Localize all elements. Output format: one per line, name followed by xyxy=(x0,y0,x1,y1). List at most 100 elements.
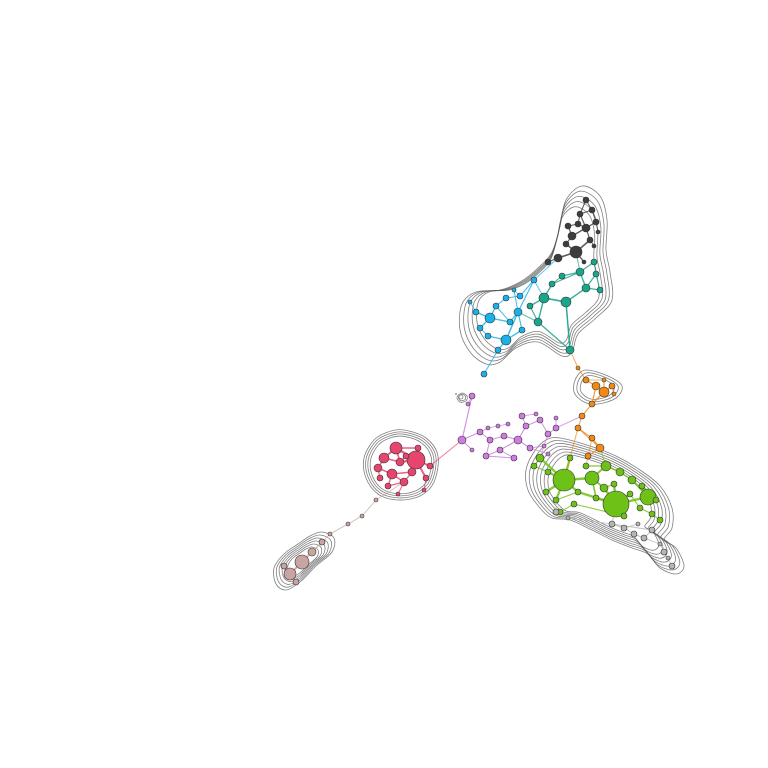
orange-node-2 xyxy=(582,376,590,384)
green-edge-12 xyxy=(555,491,579,501)
pink-red-node-14 xyxy=(402,452,410,460)
orange-node-1 xyxy=(575,365,581,371)
orange-node-12 xyxy=(601,377,607,383)
green-node-8 xyxy=(535,453,545,463)
pink-red-node-13 xyxy=(376,474,384,482)
green-node-9 xyxy=(530,462,538,470)
blue-node-7 xyxy=(484,332,492,340)
gray-dark-node-3 xyxy=(576,210,584,218)
gray-dark-node-11 xyxy=(586,236,594,244)
blue-edge-1 xyxy=(519,279,535,297)
rose-brown-edge-9 xyxy=(361,499,377,517)
teal-node-11 xyxy=(565,345,575,355)
gray-dark-node-12 xyxy=(595,229,601,235)
pink-red-node-15 xyxy=(421,487,427,493)
pink-red-node-1 xyxy=(389,441,403,455)
green-node-4 xyxy=(639,488,657,506)
purple-node-18 xyxy=(533,411,539,417)
purple-node-14 xyxy=(526,444,534,452)
purple-node-3 xyxy=(465,401,471,407)
green-node-23 xyxy=(652,496,660,504)
purple-node-4 xyxy=(476,428,484,436)
purple-node-22 xyxy=(469,447,475,453)
north-cluster-contour-4 xyxy=(471,201,604,354)
teal-node-12 xyxy=(526,302,534,310)
rose-brown-edge-8 xyxy=(347,515,363,525)
purple-node-7 xyxy=(482,452,490,460)
orange-node-10 xyxy=(595,443,605,453)
light-gray-edge-6 xyxy=(611,523,653,531)
light-gray-node-12 xyxy=(657,541,663,547)
cross-edge-9 xyxy=(429,439,463,467)
blue-node-11 xyxy=(472,308,480,316)
green-node-21 xyxy=(610,480,618,488)
teal-edge-7 xyxy=(551,271,581,285)
north-cluster-contour-3 xyxy=(467,195,607,358)
light-gray-node-1 xyxy=(552,508,560,516)
blue-node-14 xyxy=(480,370,488,378)
blue-node-3 xyxy=(502,294,510,302)
rose-brown-node-10 xyxy=(327,531,333,537)
purple-node-19 xyxy=(553,415,559,421)
orange-node-11 xyxy=(584,452,592,460)
purple-node-12 xyxy=(544,430,552,438)
green-node-24 xyxy=(542,488,550,496)
pink-red-node-2 xyxy=(406,450,426,470)
purple-node-13 xyxy=(552,424,560,432)
blue-node-13 xyxy=(494,346,502,354)
teal-node-3 xyxy=(592,270,600,278)
light-gray-node-3 xyxy=(608,520,616,528)
blue-edge-19 xyxy=(517,279,535,313)
purple-node-1 xyxy=(457,435,467,445)
orange-node-8 xyxy=(574,424,582,432)
blue-node-16 xyxy=(511,287,517,293)
light-gray-node-9 xyxy=(668,562,676,570)
light-gray-node-5 xyxy=(630,530,638,538)
isolated-node-1 xyxy=(458,394,464,400)
light-gray-node-11 xyxy=(635,521,641,527)
purple-node-16 xyxy=(510,454,518,462)
orange-node-9 xyxy=(588,434,596,442)
green-node-3 xyxy=(602,490,630,518)
purple-node-6 xyxy=(500,432,508,440)
rose-brown-edge-7 xyxy=(329,523,349,535)
purple-node-15 xyxy=(541,443,547,449)
orange-node-3 xyxy=(591,381,601,391)
green-node-27 xyxy=(656,516,664,524)
light-gray-node-2 xyxy=(565,515,571,521)
teal-node-4 xyxy=(581,283,591,293)
green-node-1 xyxy=(552,468,576,492)
gray-dark-node-13 xyxy=(574,220,582,228)
green-node-12 xyxy=(574,488,582,496)
light-gray-node-4 xyxy=(620,524,628,532)
purple-edge-1 xyxy=(461,395,473,441)
pink-red-node-12 xyxy=(426,462,434,470)
teal-node-2 xyxy=(590,258,598,266)
blue-edge-14 xyxy=(483,349,499,375)
gray-dark-node-4 xyxy=(592,218,600,226)
blue-node-1 xyxy=(530,276,538,284)
blue-node-10 xyxy=(506,318,514,326)
green-node-14 xyxy=(626,490,634,498)
green-node-16 xyxy=(648,510,656,518)
teal-edge-13 xyxy=(537,321,571,351)
purple-node-2 xyxy=(468,392,476,400)
orange-node-13 xyxy=(611,391,617,397)
purple-node-9 xyxy=(513,435,523,445)
rose-cluster-contour-3 xyxy=(278,537,329,585)
green-node-13 xyxy=(599,483,609,493)
gray-dark-node-6 xyxy=(567,231,577,241)
teal-node-9 xyxy=(558,272,566,280)
rose-brown-node-8 xyxy=(359,513,365,519)
blue-node-15 xyxy=(518,326,526,334)
orange-island-contour-1 xyxy=(573,369,623,405)
pink-red-node-10 xyxy=(384,482,392,490)
north-cluster-contour-2 xyxy=(463,190,610,362)
blue-edge-20 xyxy=(495,305,511,323)
light-gray-node-7 xyxy=(648,526,656,534)
light-gray-edge-12 xyxy=(567,517,613,525)
cross-edge-6 xyxy=(585,437,593,467)
orange-island-contour-2 xyxy=(576,372,619,403)
pink-red-node-11 xyxy=(414,444,422,452)
orange-node-6 xyxy=(588,400,596,408)
